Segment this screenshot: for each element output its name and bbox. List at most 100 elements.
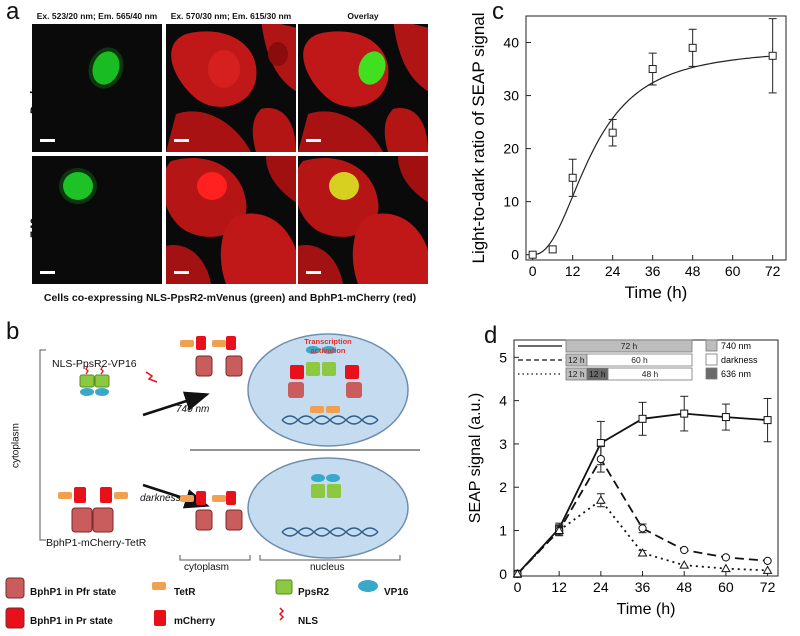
series-marker — [679, 560, 690, 569]
plot-frame — [525, 15, 787, 261]
col-header-3: Overlay — [347, 11, 379, 21]
data-point — [548, 245, 557, 254]
schedule-legend-label: 636 nm — [721, 369, 751, 379]
y-axis-label: SEAP signal (a.u.) — [467, 393, 484, 523]
data-point — [768, 51, 777, 60]
x-tick-label: 12 — [565, 263, 581, 279]
micrograph-red-740nm — [166, 156, 296, 284]
legend-pr: BphP1 in Pr state — [30, 616, 113, 627]
schedule-legend-swatch — [705, 353, 718, 366]
micrograph-green-740nm — [32, 156, 162, 284]
panel-a-caption: Cells co-expressing NLS-PpsR2-mVenus (gr… — [43, 292, 417, 304]
col-header-1: Ex. 523/20 nm; Em. 565/40 nm — [36, 11, 158, 21]
nucleus-bottom — [247, 457, 409, 559]
data-point — [608, 128, 617, 137]
y-tick-label: 5 — [499, 349, 507, 365]
series-marker — [637, 548, 648, 557]
schedule-legend-swatch — [705, 367, 718, 380]
y-axis-label: Light-to-dark ratio of SEAP signal — [469, 12, 488, 263]
panel-c-label: c — [492, 0, 504, 25]
scale-bar — [306, 139, 321, 142]
series-line — [516, 457, 768, 575]
x-tick-label: 48 — [685, 263, 701, 279]
series-marker — [763, 416, 772, 425]
schedule-segment — [586, 353, 693, 367]
series-marker — [762, 565, 773, 574]
x-tick-label: 60 — [718, 579, 734, 595]
schedule-label: 48 h — [642, 369, 659, 379]
x-tick-label: 24 — [605, 263, 621, 279]
col-header-2: Ex. 570/30 nm; Em. 615/30 nm — [170, 11, 292, 21]
schedule-segment — [565, 339, 693, 353]
schedule-legend-label: darkness — [721, 355, 758, 365]
data-point — [688, 43, 697, 52]
bphp1-pr-free — [180, 491, 243, 531]
x-tick-label: 60 — [725, 263, 741, 279]
scale-bar — [306, 271, 321, 274]
construct-top-label: NLS-PpsR2-VP16 — [52, 358, 137, 370]
data-point — [568, 173, 577, 182]
series-marker — [763, 556, 772, 565]
series-marker — [596, 439, 605, 448]
micrograph-overlay-darkness — [298, 24, 428, 152]
series-marker — [512, 568, 523, 578]
x-tick-label: 72 — [765, 263, 781, 279]
construct-bottom-label: BphP1-mCherry-TetR — [46, 537, 147, 549]
inactive-ppsr2 — [281, 474, 379, 537]
nucleus-top — [247, 333, 409, 447]
legend-nls: NLS — [298, 616, 318, 627]
series-marker — [721, 553, 730, 562]
panel-b-label: b — [6, 318, 20, 345]
y-tick-label: 20 — [503, 141, 519, 157]
panel-b-diagram — [5, 333, 420, 629]
series-marker — [638, 414, 647, 423]
y-tick-label: 10 — [503, 194, 519, 210]
series-marker — [721, 413, 730, 422]
schedule-segment — [607, 367, 693, 381]
data-point — [528, 250, 537, 259]
y-tick-label: 40 — [503, 35, 519, 51]
series-marker — [596, 454, 605, 464]
bphp1-pfr-free — [180, 336, 243, 377]
y-tick-label: 2 — [499, 479, 507, 495]
transcription-activation-label: Transcription activation — [304, 337, 352, 355]
series-marker — [721, 563, 731, 573]
x-tick-label: 0 — [529, 263, 537, 279]
bphp1-mcherry-tetr-complex — [58, 487, 128, 533]
legend-vp16: VP16 — [384, 587, 409, 598]
cytoplasm-side-label: cytoplasm — [10, 423, 22, 469]
y-tick-label: 1 — [499, 523, 507, 539]
scale-bar — [40, 271, 55, 274]
y-tick-label: 30 — [503, 88, 519, 104]
x-axis-label: Time (h) — [625, 283, 688, 302]
fit-curve — [532, 55, 773, 256]
scale-bar — [174, 271, 189, 274]
y-tick-label: 3 — [499, 436, 507, 452]
micrograph-green-darkness — [32, 24, 162, 152]
series-line — [516, 498, 768, 575]
x-tick-label: 0 — [514, 579, 522, 595]
x-tick-label: 12 — [551, 579, 567, 595]
x-tick-label: 36 — [645, 263, 661, 279]
x-axis-label: Time (h) — [617, 601, 676, 618]
ppsr2-vp16-complex — [79, 365, 110, 396]
schedule-label: 12 h — [568, 355, 585, 365]
legend-mcherry: mCherry — [174, 616, 216, 627]
y-tick-label: 0 — [511, 247, 519, 263]
legend-tetr: TetR — [174, 587, 196, 598]
activated-complex — [281, 346, 379, 425]
schedule-legend-label: 740 nm — [721, 341, 751, 351]
scale-bar — [174, 139, 189, 142]
series-marker — [554, 525, 565, 535]
series-marker — [638, 524, 647, 533]
micrograph-overlay-740nm — [298, 156, 428, 284]
schedule-label: 72 h — [621, 341, 638, 351]
schedule-label: 12 h — [568, 369, 585, 379]
schedule-label: 12 h — [589, 369, 606, 379]
chart-c: 0 12 24 36 48 60 72 0 10 20 30 40 Time (h) Light-to-d… — [469, 12, 787, 302]
scale-bar — [40, 139, 55, 142]
legend-pfr: BphP1 in Pfr state — [30, 587, 117, 598]
data-point — [648, 65, 657, 74]
y-tick-label: 4 — [499, 393, 507, 409]
